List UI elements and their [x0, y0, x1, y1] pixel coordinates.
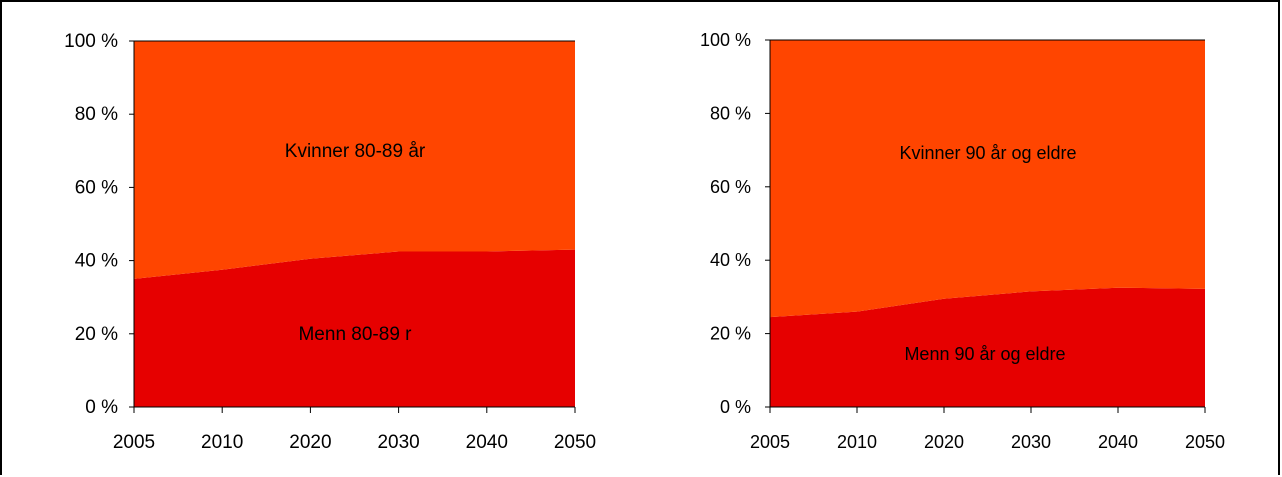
- y-tick-label: 20 %: [75, 324, 118, 345]
- y-tick-label: 0 %: [720, 397, 751, 417]
- y-tick-label: 80 %: [710, 103, 751, 123]
- x-tick-label: 2005: [750, 432, 790, 452]
- y-tick-label: 80 %: [75, 104, 118, 125]
- x-tick-label: 2040: [466, 432, 508, 453]
- y-tick-label: 20 %: [710, 324, 751, 344]
- area-series-1: [134, 41, 575, 279]
- y-tick-label: 100 %: [700, 30, 751, 50]
- x-tick-label: 2010: [201, 432, 243, 453]
- x-tick-label: 2030: [1011, 432, 1051, 452]
- y-tick-label: 0 %: [85, 397, 118, 418]
- x-tick-label: 2040: [1098, 432, 1138, 452]
- y-tick-label: 60 %: [75, 177, 118, 198]
- chart-left: 0 % 20 % 40 % 60 % 80 % 100 % 2005 2010 2020 2030…: [64, 31, 596, 453]
- area-series-1: [770, 40, 1205, 318]
- x-tick-label: 2030: [377, 432, 419, 453]
- x-tick-label: 2020: [289, 432, 331, 453]
- area-label-series-1: Kvinner 90 år og eldre: [899, 143, 1076, 163]
- x-tick-label: 2050: [554, 432, 596, 453]
- x-tick-label: 2010: [837, 432, 877, 452]
- y-tick-label: 60 %: [710, 177, 751, 197]
- x-tick-label: 2050: [1185, 432, 1225, 452]
- area-series-0: [770, 287, 1205, 407]
- y-tick-label: 100 %: [64, 31, 118, 52]
- chart-right: 0 % 20 % 40 % 60 % 80 % 100 % 2005 2010 2020 2030…: [700, 30, 1225, 452]
- area-label-series-0: Menn 90 år og eldre: [904, 344, 1065, 364]
- area-label-series-1: Kvinner 80-89 år: [285, 141, 426, 162]
- y-tick-label: 40 %: [710, 250, 751, 270]
- area-series-0: [134, 249, 575, 407]
- area-label-series-0: Menn 80-89 r: [298, 324, 412, 345]
- y-tick-label: 40 %: [75, 251, 118, 272]
- x-tick-label: 2005: [113, 432, 155, 453]
- x-tick-label: 2020: [924, 432, 964, 452]
